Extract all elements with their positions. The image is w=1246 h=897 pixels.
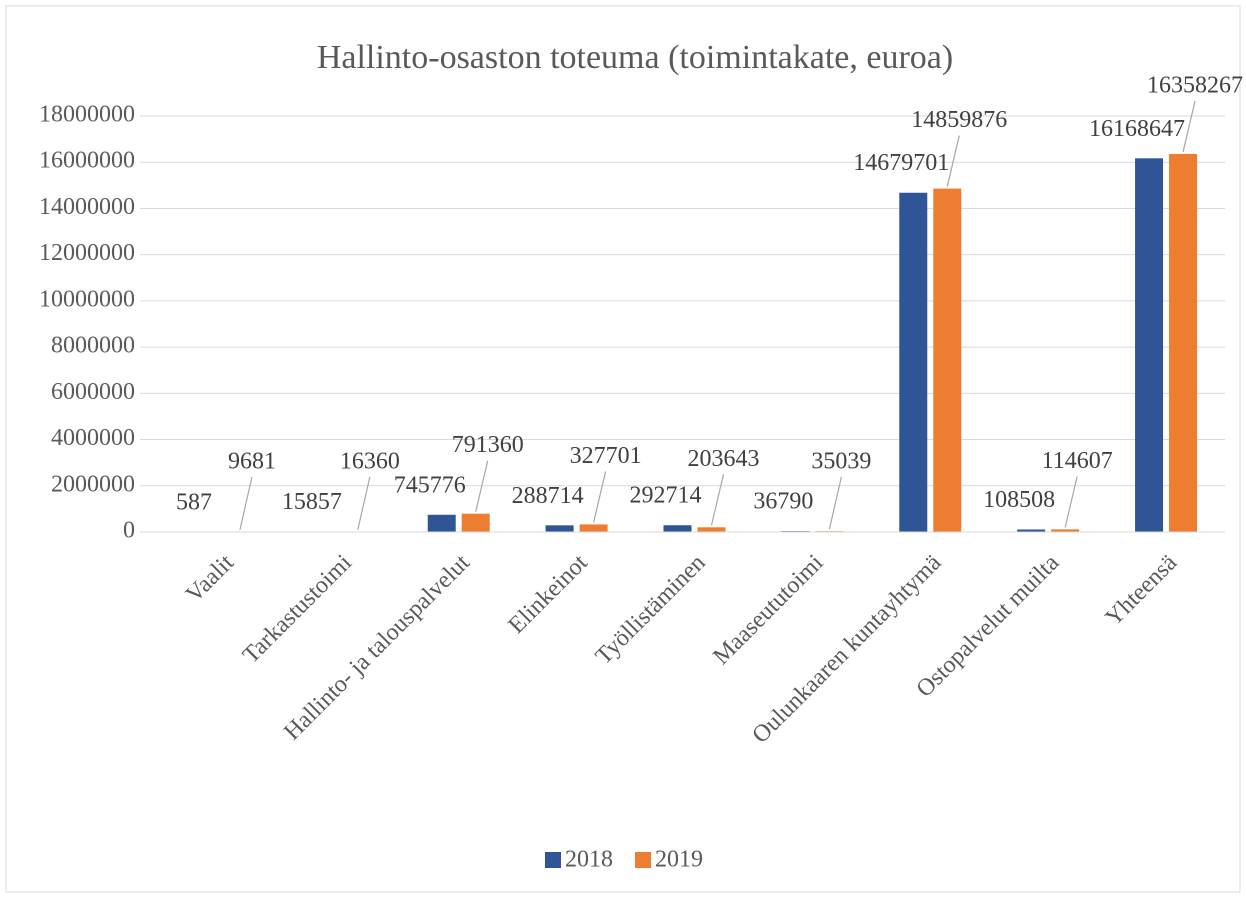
y-tick-label: 14000000 xyxy=(39,194,135,220)
data-label: 9681 xyxy=(228,449,276,475)
y-tick-label: 4000000 xyxy=(51,425,135,451)
data-label: 14679701 xyxy=(853,150,949,176)
bar xyxy=(545,525,574,532)
data-label: 108508 xyxy=(983,487,1055,513)
data-label: 36790 xyxy=(753,489,813,515)
bar xyxy=(579,524,608,532)
bar xyxy=(933,188,962,532)
bar xyxy=(663,525,692,532)
leader-line xyxy=(1064,476,1078,528)
y-tick-label: 12000000 xyxy=(39,240,135,266)
data-label: 16360 xyxy=(340,449,400,475)
leader-line xyxy=(357,476,371,530)
chart-title: Hallinto-osaston toteuma (toimintakate, … xyxy=(317,39,953,76)
y-tick-label: 0 xyxy=(123,518,135,544)
bar xyxy=(697,527,726,532)
leader-line xyxy=(1182,100,1196,153)
leader-line xyxy=(239,476,253,530)
data-label: 15857 xyxy=(282,489,342,515)
bar xyxy=(1135,158,1164,533)
data-label: 745776 xyxy=(394,472,466,498)
bar xyxy=(1017,529,1046,532)
chart-border xyxy=(5,5,1241,893)
data-label: 16358267 xyxy=(1147,72,1243,98)
leader-line xyxy=(475,460,489,512)
data-label: 791360 xyxy=(452,432,524,458)
leader-line xyxy=(710,474,725,526)
legend-swatch xyxy=(545,852,561,868)
legend-label: 2018 xyxy=(565,847,613,873)
bar xyxy=(1169,153,1198,533)
bar xyxy=(427,514,456,532)
y-tick-label: 16000000 xyxy=(39,148,135,174)
y-tick-label: 6000000 xyxy=(51,379,135,405)
data-label: 327701 xyxy=(570,443,642,469)
y-tick-label: 2000000 xyxy=(51,471,135,497)
y-tick-label: 8000000 xyxy=(51,333,135,359)
y-tick-label: 18000000 xyxy=(39,102,135,128)
leader-line xyxy=(828,476,842,530)
data-label: 35039 xyxy=(811,449,871,475)
legend-label: 2019 xyxy=(655,847,703,873)
data-label: 292714 xyxy=(630,483,702,509)
data-label: 203643 xyxy=(688,446,760,472)
data-label: 16168647 xyxy=(1089,116,1185,142)
leader-line xyxy=(946,135,960,187)
data-label: 114607 xyxy=(1042,448,1113,474)
data-label: 14859876 xyxy=(911,107,1007,133)
data-label: 288714 xyxy=(512,483,584,509)
y-tick-label: 10000000 xyxy=(39,286,135,312)
bar xyxy=(461,513,490,532)
data-label: 587 xyxy=(176,489,212,515)
legend-swatch xyxy=(635,852,651,868)
leader-line xyxy=(593,471,607,523)
bar xyxy=(899,192,928,533)
bar xyxy=(1051,529,1080,532)
